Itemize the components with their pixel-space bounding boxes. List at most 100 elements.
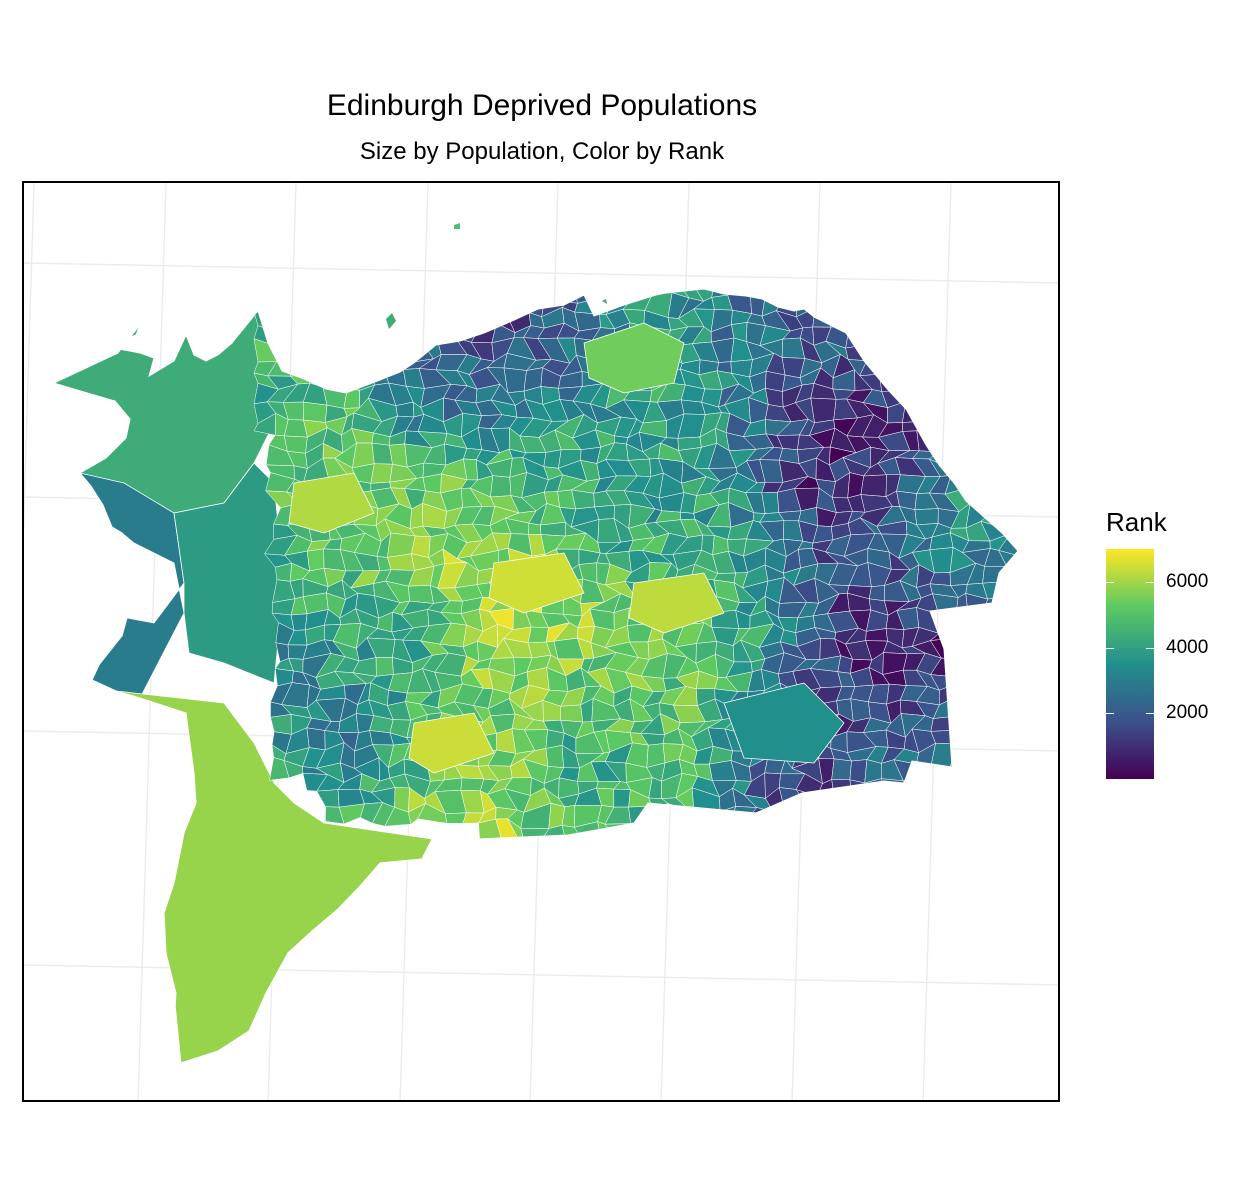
data-zone — [984, 339, 1009, 359]
data-zone — [964, 627, 987, 649]
data-zone — [937, 432, 952, 453]
data-zone — [997, 331, 1018, 342]
data-zone — [591, 289, 618, 301]
data-zone — [967, 466, 989, 480]
data-zone — [468, 292, 495, 319]
data-zone — [916, 399, 945, 424]
data-zone — [698, 838, 714, 858]
data-zone — [982, 293, 1009, 317]
data-zone — [879, 355, 905, 375]
data-zone — [679, 818, 700, 843]
data-zone — [307, 353, 330, 379]
data-zone — [982, 581, 1012, 600]
data-zone — [577, 836, 601, 858]
data-zone — [916, 763, 934, 776]
data-zone — [561, 848, 579, 869]
data-zone — [626, 823, 648, 843]
data-zone — [966, 307, 988, 327]
data-zone — [303, 294, 330, 315]
data-zone — [879, 327, 906, 349]
data-zone — [472, 841, 503, 852]
data-zone — [290, 353, 313, 377]
data-zone — [946, 307, 975, 330]
data-zone — [307, 342, 330, 359]
data-zone — [930, 730, 962, 745]
data-zone — [508, 289, 535, 299]
choropleth-map — [24, 183, 1058, 1100]
data-zone — [320, 289, 349, 303]
data-zone — [270, 714, 292, 735]
data-zone — [351, 289, 379, 301]
data-zone — [306, 727, 326, 751]
data-zone — [522, 289, 547, 299]
data-zone — [425, 294, 448, 315]
data-zone — [746, 850, 770, 869]
data-zone — [930, 765, 957, 781]
data-zone — [932, 593, 959, 615]
data-zone — [882, 789, 904, 809]
data-zone — [491, 292, 519, 316]
data-zone — [765, 371, 786, 392]
islets — [386, 223, 607, 329]
data-zone — [781, 804, 808, 824]
data-zone — [928, 367, 956, 392]
data-zone — [928, 310, 962, 330]
data-zone — [928, 292, 953, 312]
data-zone — [985, 312, 1009, 333]
data-zone — [408, 289, 427, 300]
data-zone — [826, 296, 848, 313]
data-zone — [949, 289, 977, 293]
data-zone — [845, 344, 868, 362]
data-zone — [979, 487, 1011, 513]
data-zone — [969, 706, 987, 722]
data-zone — [505, 837, 533, 858]
data-zone — [439, 311, 464, 333]
data-zone — [1005, 419, 1018, 436]
data-zone — [335, 343, 362, 356]
data-zone — [990, 428, 1010, 447]
data-zone — [173, 462, 285, 684]
data-zone — [299, 289, 330, 302]
data-zone — [425, 312, 447, 333]
data-zone — [811, 818, 834, 842]
data-zone — [377, 295, 401, 318]
data-zone — [604, 289, 637, 300]
data-zone — [961, 347, 989, 361]
data-zone — [951, 382, 973, 405]
data-zone — [1005, 562, 1018, 582]
legend-tick-label: 4000 — [1166, 636, 1209, 658]
data-zone — [1006, 637, 1018, 663]
data-zone — [1007, 595, 1018, 612]
data-zone — [902, 295, 927, 318]
data-zone — [884, 818, 902, 842]
data-zone — [914, 311, 938, 334]
data-zone — [882, 806, 899, 828]
data-zone — [486, 837, 518, 857]
data-zone — [863, 289, 890, 304]
data-zone — [810, 397, 837, 424]
data-zone — [999, 683, 1018, 705]
data-zone — [928, 355, 956, 377]
data-zone — [811, 806, 842, 825]
data-zone — [604, 838, 627, 856]
data-zone — [899, 341, 927, 363]
data-zone — [899, 355, 927, 377]
data-zone — [463, 289, 477, 304]
data-zone — [408, 585, 434, 604]
data-zone — [574, 289, 594, 304]
data-zone — [879, 832, 902, 853]
data-zone — [847, 803, 875, 825]
data-zone — [864, 851, 884, 869]
data-zone — [371, 355, 389, 372]
data-zone — [765, 289, 783, 301]
data-zone — [995, 368, 1018, 392]
data-zone — [349, 322, 373, 345]
data-zone — [1006, 624, 1018, 644]
data-zone — [401, 324, 427, 349]
legend-tick-label: 6000 — [1166, 570, 1209, 592]
data-zone — [969, 653, 994, 677]
data-zone — [640, 289, 673, 294]
data-zone — [903, 387, 920, 402]
data-zone — [335, 322, 359, 345]
data-zone — [902, 311, 918, 334]
